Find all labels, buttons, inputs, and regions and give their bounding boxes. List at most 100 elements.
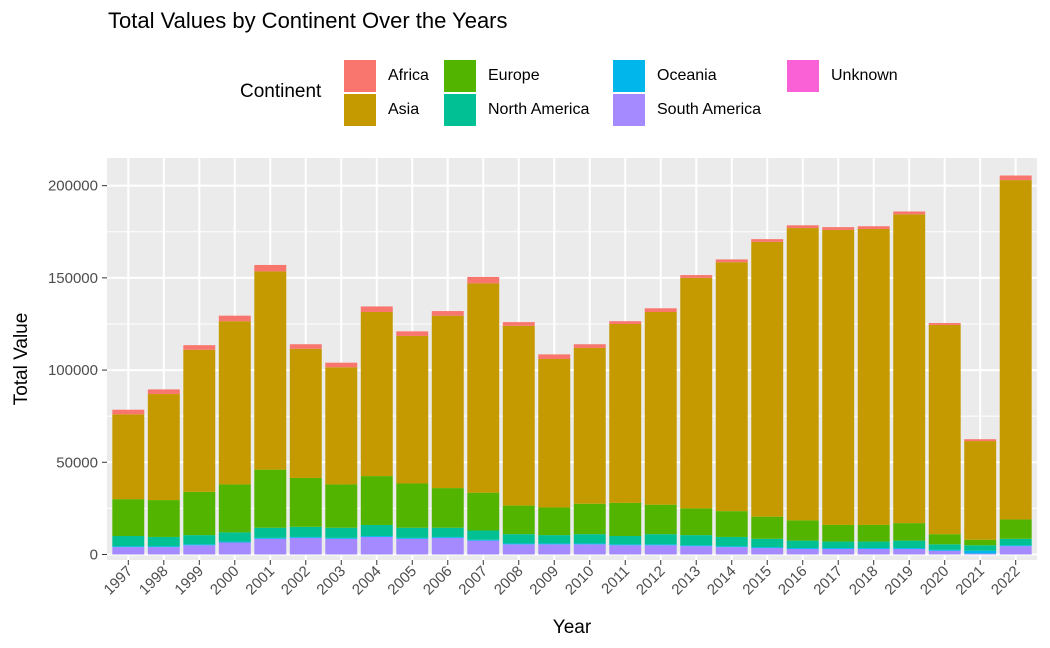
bar-oceania-2020 <box>928 549 961 551</box>
bar-oceania-2000 <box>218 541 251 543</box>
bar-europe-2002 <box>289 477 322 527</box>
y-axis: 0 50000 100000 150000 200000 <box>48 178 107 563</box>
bar-south-america-2001 <box>254 538 287 555</box>
x-tick-label: 2020 <box>917 563 953 599</box>
bar-europe-2018 <box>857 524 890 542</box>
legend-key-north-america <box>443 93 477 127</box>
bar-north-america-2000 <box>218 532 251 542</box>
bar-north-america-2018 <box>857 541 890 549</box>
x-tick-label: 2011 <box>598 563 633 598</box>
bar-asia-2010 <box>573 347 606 504</box>
bar-oceania-1999 <box>183 544 216 546</box>
bar-north-america-1999 <box>183 535 216 545</box>
bar-oceania-2008 <box>502 543 535 545</box>
bar-asia-1997 <box>112 414 145 500</box>
legend-item-south-america: South America <box>612 93 761 127</box>
bar-africa-2008 <box>502 322 535 326</box>
bar-south-america-2011 <box>609 545 642 555</box>
x-tick-label: 2018 <box>846 563 882 599</box>
bar-africa-2007 <box>467 276 500 284</box>
bar-africa-2006 <box>431 311 464 316</box>
bar-asia-2002 <box>289 348 322 478</box>
legend-key-europe <box>443 59 477 93</box>
bar-africa-2014 <box>715 259 748 263</box>
bar-africa-2004 <box>360 306 393 312</box>
bar-south-america-2015 <box>751 548 784 555</box>
bar-north-america-2013 <box>680 535 713 546</box>
legend-item-africa: Africa <box>343 59 429 93</box>
bar-africa-2019 <box>893 211 926 215</box>
bar-asia-2021 <box>964 441 997 540</box>
bar-south-america-1999 <box>183 545 216 555</box>
bar-oceania-2005 <box>396 537 429 539</box>
legend-item-unknown: Unknown <box>786 59 898 93</box>
bar-north-america-2009 <box>538 535 571 544</box>
y-tick-label: 50000 <box>56 454 98 471</box>
bar-oceania-2019 <box>893 548 926 549</box>
bars <box>112 175 1032 555</box>
bar-asia-2011 <box>609 323 642 503</box>
bar-asia-2012 <box>644 311 677 505</box>
bar-south-america-2012 <box>644 545 677 555</box>
bar-europe-2006 <box>431 488 464 528</box>
legend-key-asia <box>343 93 377 127</box>
x-tick-label: 2010 <box>562 563 598 599</box>
bar-north-america-2016 <box>786 540 819 549</box>
x-tick-label: 2017 <box>810 563 846 599</box>
bar-south-america-2006 <box>431 537 464 555</box>
chart-title: Total Values by Continent Over the Years <box>108 8 508 33</box>
bar-europe-1998 <box>147 500 180 537</box>
bar-europe-2017 <box>822 524 855 542</box>
bar-europe-1997 <box>112 499 145 537</box>
bar-europe-2005 <box>396 483 429 528</box>
bar-south-america-2019 <box>893 548 926 555</box>
x-axis: 1997 1998 1999 2000 2001 2002 2003 2004 2005 2006… <box>101 560 1024 598</box>
bar-south-america-2014 <box>715 547 748 555</box>
bar-asia-2016 <box>786 228 819 521</box>
bar-north-america-2017 <box>822 541 855 549</box>
y-tick-label: 0 <box>90 546 98 563</box>
bar-europe-2000 <box>218 484 251 533</box>
bar-north-america-2015 <box>751 538 784 548</box>
legend-item-asia: Asia <box>343 93 419 127</box>
bar-africa-2000 <box>218 315 251 322</box>
legend-label-south-america: South America <box>657 101 762 118</box>
bar-europe-2016 <box>786 520 819 541</box>
bar-north-america-2010 <box>573 534 606 544</box>
bar-europe-2008 <box>502 505 535 535</box>
bar-oceania-2021 <box>964 550 997 554</box>
bar-oceania-2018 <box>857 548 890 549</box>
bar-africa-2017 <box>822 227 855 230</box>
bar-asia-2022 <box>999 180 1032 520</box>
bar-south-america-1997 <box>112 547 145 555</box>
bar-south-america-1998 <box>147 547 180 555</box>
bar-europe-2003 <box>325 484 358 528</box>
bar-asia-1999 <box>183 349 216 492</box>
bar-south-america-2021 <box>964 553 997 555</box>
x-tick-label: 2019 <box>881 563 917 599</box>
x-tick-label: 2002 <box>278 563 314 599</box>
x-tick-label: 2015 <box>739 563 775 599</box>
bar-oceania-2011 <box>609 544 642 546</box>
bar-africa-2013 <box>680 275 713 278</box>
bar-asia-2009 <box>538 359 571 508</box>
bar-north-america-2019 <box>893 540 926 549</box>
bar-asia-1998 <box>147 394 180 501</box>
bar-europe-2007 <box>467 492 500 531</box>
bar-africa-2011 <box>609 321 642 324</box>
bar-asia-2018 <box>857 228 890 525</box>
bar-europe-2009 <box>538 507 571 536</box>
bar-africa-2009 <box>538 354 571 359</box>
x-tick-label: 2001 <box>242 563 278 599</box>
bar-oceania-1998 <box>147 546 180 548</box>
bar-north-america-2005 <box>396 527 429 538</box>
bar-north-america-2003 <box>325 527 358 538</box>
bar-africa-2001 <box>254 264 287 272</box>
x-tick-label: 1999 <box>171 563 207 599</box>
bar-africa-2015 <box>751 239 784 242</box>
bar-oceania-2007 <box>467 539 500 541</box>
bar-africa-1997 <box>112 409 145 415</box>
bar-north-america-2021 <box>964 545 997 551</box>
bar-north-america-2006 <box>431 527 464 537</box>
